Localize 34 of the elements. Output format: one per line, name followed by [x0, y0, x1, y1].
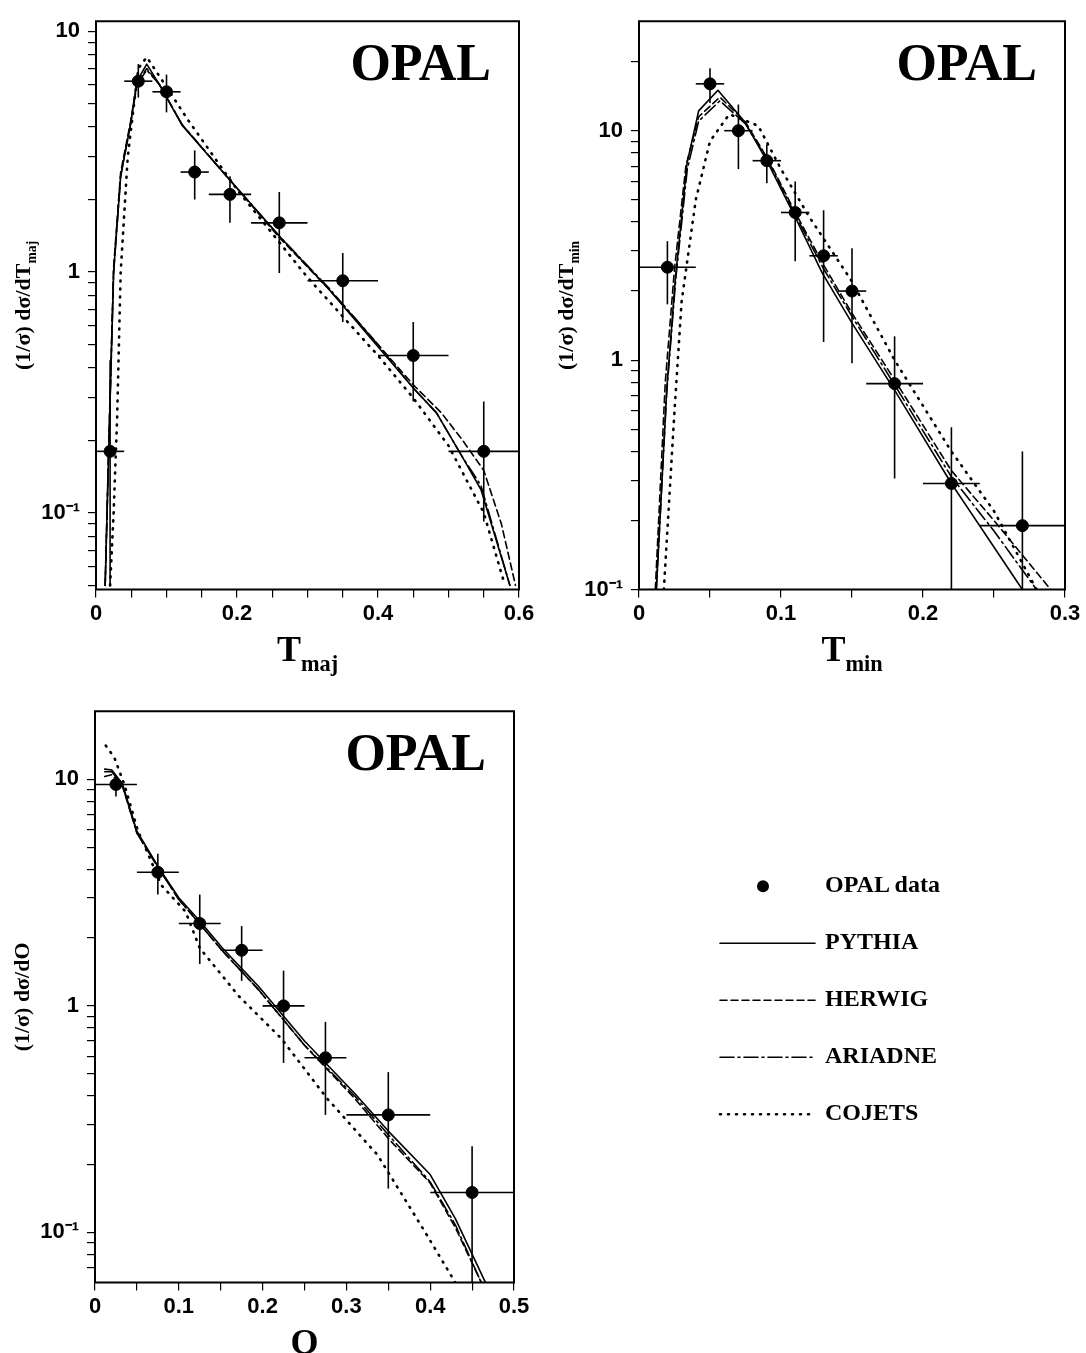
x-tick-label: 0.2: [247, 1292, 278, 1318]
x-tick-label: 0: [88, 1292, 102, 1318]
legend-label: COJETS: [825, 1099, 919, 1126]
y-tick-label: 1: [66, 991, 79, 1017]
legend-label: ARIADNE: [825, 1042, 938, 1069]
y-tick-label: 1: [610, 346, 623, 372]
x-tick-label: 0.5: [498, 1292, 530, 1318]
x-tick-label: 0.6: [503, 599, 535, 625]
y-tick-label: 10⁻¹: [40, 1218, 79, 1244]
annotation: OPAL: [350, 33, 492, 91]
y-tick-label: 10: [54, 765, 79, 791]
x-tick-label: 0.1: [765, 599, 797, 625]
x-tick-label: 0.4: [414, 1292, 447, 1318]
x-tick-label: 0.3: [331, 1292, 362, 1318]
legend-label: HERWIG: [825, 985, 929, 1012]
x-tick-label: 0.1: [163, 1292, 195, 1318]
y-axis-title: (1/σ) dσ/dTmin: [552, 240, 582, 370]
legend-label: PYTHIA: [825, 928, 920, 955]
y-tick-label: 10: [55, 17, 80, 43]
x-tick-label: 0: [632, 599, 646, 625]
annotation: OPAL: [896, 33, 1038, 91]
y-tick-label: 1: [67, 258, 80, 284]
y-tick-label: 10⁻¹: [584, 575, 623, 601]
annotation: OPAL: [345, 723, 487, 781]
y-axis-title: (1/σ) dσ/dO: [8, 942, 34, 1052]
x-tick-label: 0.2: [907, 599, 939, 625]
x-tick-label: 0.4: [362, 599, 395, 625]
legend-label: OPAL data: [825, 871, 940, 898]
y-axis-title: (1/σ) dσ/dTmaj: [9, 240, 39, 370]
y-tick-label: 10: [598, 116, 623, 142]
x-tick-label: 0: [89, 599, 103, 625]
y-tick-label: 10⁻¹: [41, 498, 80, 524]
x-tick-label: 0.2: [221, 599, 253, 625]
x-tick-label: 0.3: [1049, 599, 1081, 625]
